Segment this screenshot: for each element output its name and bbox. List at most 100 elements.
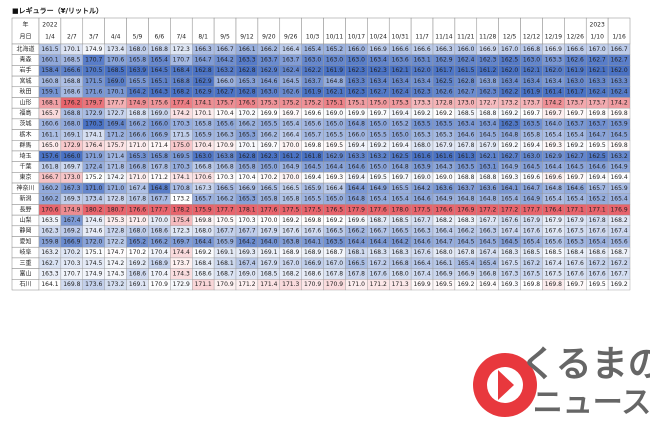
cell-value: 164.5 — [457, 238, 474, 245]
cell-value: 162.7 — [567, 153, 584, 160]
cell-value: 170.1 — [195, 110, 212, 117]
cell-value: 177.5 — [413, 206, 430, 213]
cell-value: 171.9 — [85, 153, 102, 160]
cell-value: 169.3 — [501, 281, 518, 288]
cell-value: 166.5 — [216, 185, 233, 192]
cell-value: 163.0 — [348, 57, 365, 64]
cell-value: 168.8 — [63, 110, 80, 117]
cell-value: 165.6 — [545, 238, 562, 245]
cell-value: 170.3 — [85, 121, 102, 128]
date-label: 9/5 — [220, 34, 230, 41]
cell-value: 166.2 — [260, 46, 277, 53]
cell-value: 173.4 — [107, 46, 124, 53]
cell-value: 165.5 — [129, 78, 146, 85]
cell-value: 168.3 — [370, 249, 387, 256]
cell-value: 162.5 — [501, 57, 518, 64]
prefecture-label: 宮城 — [19, 77, 31, 85]
cell-value: 171.4 — [151, 142, 168, 149]
date-label: 1/16 — [612, 34, 626, 41]
cell-value: 164.4 — [370, 238, 387, 245]
cell-value: 164.6 — [457, 131, 474, 138]
cell-value: 166.5 — [348, 260, 365, 267]
cell-value: 164.5 — [479, 238, 496, 245]
cell-value: 177.7 — [107, 99, 124, 106]
cell-value: 170.3 — [173, 121, 190, 128]
cell-value: 163.0 — [195, 153, 212, 160]
cell-value: 167.2 — [523, 260, 540, 267]
cell-value: 164.0 — [545, 121, 562, 128]
cell-value: 163.0 — [326, 57, 343, 64]
cell-value: 164.8 — [151, 185, 168, 192]
cell-value: 165.4 — [545, 131, 562, 138]
cell-value: 164.5 — [501, 238, 518, 245]
cell-value: 163.3 — [348, 78, 365, 85]
cell-value: 169.4 — [479, 281, 496, 288]
cell-value: 163.6 — [435, 185, 452, 192]
cell-value: 176.6 — [129, 206, 146, 213]
cell-value: 167.9 — [545, 217, 562, 224]
cell-value: 166.9 — [63, 238, 80, 245]
cell-value: 163.7 — [282, 57, 299, 64]
cell-value: 164.2 — [129, 89, 146, 96]
cell-value: 167.4 — [479, 249, 496, 256]
cell-value: 165.8 — [151, 153, 168, 160]
cell-value: 175.7 — [216, 99, 233, 106]
cell-value: 165.2 — [129, 238, 146, 245]
cell-value: 167.9 — [260, 260, 277, 267]
cell-value: 164.8 — [479, 196, 496, 203]
cell-value: 173.0 — [457, 99, 474, 106]
cell-value: 169.5 — [435, 281, 452, 288]
cell-value: 167.4 — [413, 270, 430, 277]
cell-value: 167.6 — [501, 217, 518, 224]
cell-value: 166.6 — [129, 131, 146, 138]
prefecture-label: 三重 — [19, 259, 31, 267]
cell-value: 170.1 — [238, 142, 255, 149]
cell-value: 162.3 — [41, 228, 58, 235]
cell-value: 167.7 — [151, 196, 168, 203]
cell-value: 169.9 — [260, 110, 277, 117]
cell-value: 164.5 — [304, 164, 321, 171]
cell-value: 162.7 — [370, 89, 387, 96]
cell-value: 175.1 — [326, 99, 343, 106]
cell-value: 177.6 — [260, 206, 277, 213]
date-label: 1/4 — [45, 34, 55, 41]
cell-value: 165.4 — [282, 121, 299, 128]
cell-value: 163.5 — [435, 121, 452, 128]
cell-value: 164.8 — [545, 185, 562, 192]
cell-value: 163.6 — [479, 185, 496, 192]
cell-value: 167.8 — [457, 249, 474, 256]
cell-value: 169.2 — [129, 260, 146, 267]
cell-value: 169.5 — [370, 174, 387, 181]
cell-value: 169.7 — [392, 174, 409, 181]
cell-value: 171.5 — [173, 131, 190, 138]
cell-value: 169.6 — [348, 217, 365, 224]
cell-value: 168.5 — [523, 249, 540, 256]
cell-value: 162.2 — [501, 89, 518, 96]
cell-value: 166.8 — [392, 260, 409, 267]
cell-value: 169.4 — [304, 174, 321, 181]
cell-value: 165.0 — [370, 164, 387, 171]
cell-value: 168.0 — [129, 228, 146, 235]
cell-value: 173.7 — [173, 260, 190, 267]
cell-value: 165.9 — [304, 185, 321, 192]
cell-value: 161.6 — [435, 153, 452, 160]
cell-value: 159.1 — [41, 89, 58, 96]
cell-value: 165.6 — [216, 121, 233, 128]
cell-value: 166.8 — [129, 164, 146, 171]
cell-value: 166.4 — [282, 131, 299, 138]
date-label: 10/3 — [306, 34, 320, 41]
cell-value: 165.2 — [392, 121, 409, 128]
cell-value: 170.2 — [238, 110, 255, 117]
cell-value: 164.1 — [41, 281, 58, 288]
cell-value: 171.0 — [348, 281, 365, 288]
cell-value: 175.3 — [107, 217, 124, 224]
cell-value: 165.5 — [392, 185, 409, 192]
cell-value: 162.9 — [260, 67, 277, 74]
cell-value: 164.7 — [195, 57, 212, 64]
cell-value: 169.2 — [610, 281, 627, 288]
cell-value: 167.7 — [238, 228, 255, 235]
cell-value: 170.9 — [304, 281, 321, 288]
cell-value: 163.9 — [413, 164, 430, 171]
date-label: 8/1 — [198, 34, 208, 41]
cell-value: 166.2 — [216, 196, 233, 203]
